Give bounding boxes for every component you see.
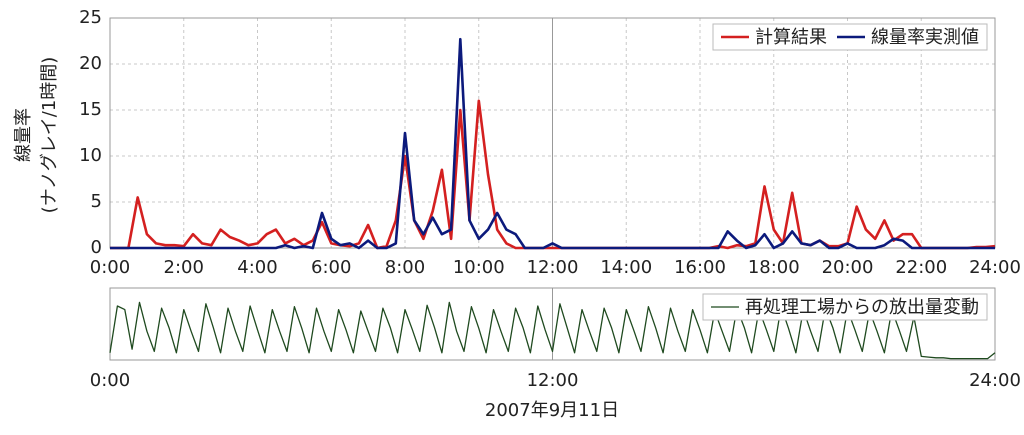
x-tick-label: 16:00 [674, 257, 726, 278]
legend-frame [702, 293, 988, 321]
data-line [110, 37, 995, 250]
y-tick-label: 25 [79, 7, 102, 28]
x-tick-label: 0:00 [90, 370, 130, 391]
y-label-group: 線量率 (ナノグレイ/1時間) [13, 57, 60, 214]
x-tick-label: 8:00 [385, 257, 425, 278]
legend: 計算結果 線量率実測値 [712, 23, 988, 51]
x-tick-label: 18:00 [748, 257, 800, 278]
x-tick-label: 12:00 [527, 370, 579, 391]
x-tick-label: 12:00 [527, 257, 579, 278]
x-label: 2007年9月11日 [485, 400, 619, 421]
x-tick-label: 10:00 [453, 257, 505, 278]
x-tick-label: 22:00 [895, 257, 947, 278]
plot-frame [109, 287, 996, 361]
y-tick-label: 5 [91, 191, 102, 212]
y-tick-label: 15 [79, 99, 102, 120]
x-tick-label: 20:00 [822, 257, 874, 278]
y-label: (ナノグレイ/1時間) [39, 57, 60, 214]
y-label: 線量率 [13, 108, 34, 162]
x-tick-label: 24:00 [969, 257, 1021, 278]
y-tick-label: 0 [91, 237, 102, 258]
x-tick-label: 4:00 [237, 257, 277, 278]
x-tick-label: 2:00 [164, 257, 204, 278]
legend-label: 計算結果 [755, 27, 827, 48]
x-tick-label: 14:00 [600, 257, 652, 278]
y-tick-label: 20 [79, 53, 102, 74]
x-tick-label: 24:00 [969, 370, 1021, 391]
x-tick-label: 0:00 [90, 257, 130, 278]
x-tick-label: 6:00 [311, 257, 351, 278]
legend-label: 線量率実測値 [871, 27, 979, 48]
legend: 再処理工場からの放出量変動 [702, 293, 988, 321]
legend-label: 再処理工場からの放出量変動 [745, 297, 979, 318]
y-tick-label: 10 [79, 145, 102, 166]
